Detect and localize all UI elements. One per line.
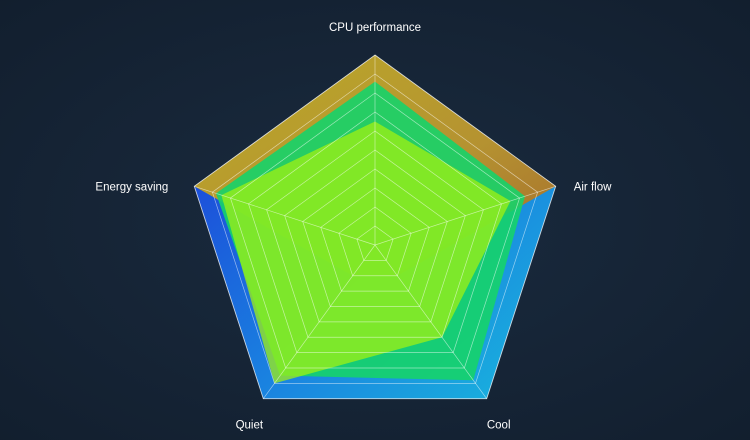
label-layer: CPU performance Air flow Cool Quiet Energy s…: [95, 22, 612, 432]
axis-label-3: Cool: [487, 420, 511, 432]
grid-ring-3: [320, 187, 430, 292]
axis-label-4: Quiet: [236, 420, 264, 432]
grid-ring-1: [356, 225, 394, 261]
grid-ring-9: [211, 73, 539, 384]
grid-ring-5: [284, 149, 466, 323]
grid-ring-2: [338, 206, 412, 277]
axis-spoke-3: [374, 244, 487, 399]
axis-spoke-5: [194, 185, 376, 246]
axis-label-1: CPU performance: [329, 22, 421, 34]
axis-label-2: Air flow: [574, 181, 612, 193]
grid-ring-6: [266, 130, 484, 338]
grid-ring-7: [248, 111, 502, 353]
axis-spoke-2: [374, 185, 556, 246]
grid-ring-8: [230, 92, 520, 369]
series-area-4: [221, 121, 511, 384]
grid-ring-4: [302, 168, 448, 307]
grid-ring-10: [193, 54, 557, 400]
grid-layer: [193, 54, 557, 400]
axis-label-5: Energy saving: [95, 181, 168, 193]
axis-spoke-4: [263, 244, 376, 399]
